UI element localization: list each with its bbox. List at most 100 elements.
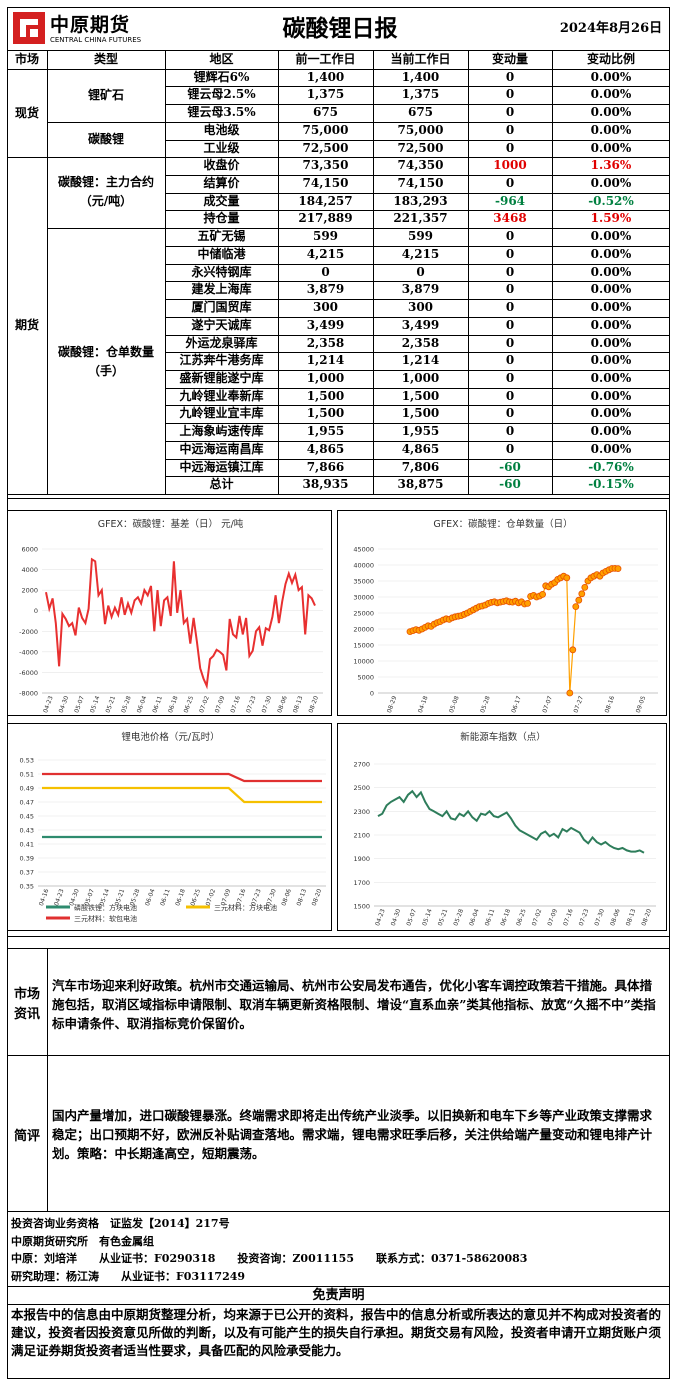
receipts-data-point [524, 600, 532, 607]
chart-nev-index: 新能源车指数（点） 2700 2500 2300 2100 1900 1700 1500 04-… [337, 723, 667, 931]
receipts-data-point [563, 574, 571, 582]
y-tick-label: -6000 [19, 669, 38, 677]
change-value: 0 [505, 300, 515, 315]
row-label: 江苏奔牛港务库 [179, 353, 264, 368]
x-tick-label: 07-09 [546, 908, 559, 927]
column-header: 变动比例 [586, 52, 635, 66]
receipts-data-point [575, 596, 583, 604]
assistant-line: 研究助理：杨江涛 从业证书：F03117249 [11, 1270, 246, 1283]
x-tick-label: 05-21 [437, 908, 450, 927]
x-tick-label: 06-25 [189, 888, 202, 907]
x-tick-label: 07-27 [573, 695, 586, 714]
current-value: 599 [407, 229, 434, 244]
chart-basis: GFEX：碳酸锂：基差（日） 元/吨 6000 4000 2000 0 -2000 -400… [7, 510, 332, 716]
x-tick-label: 08-29 [386, 695, 399, 714]
x-tick-label: 05-07 [73, 695, 86, 714]
row-label: 上海象屿速传库 [179, 424, 264, 439]
x-tick-label: 06-11 [159, 888, 172, 907]
current-value: 1,500 [401, 406, 440, 421]
analyst-line: 中原：刘培洋 从业证书：F0290318 投资咨询：Z0011155 联系方式：… [11, 1252, 528, 1265]
change-value: 0 [505, 246, 515, 261]
x-tick-label: 07-09 [214, 695, 227, 714]
receipts-data-point [539, 591, 547, 598]
x-tick-label: 04-23 [53, 888, 66, 907]
change-pct: 0.00% [590, 441, 632, 456]
x-tick-label: 04-16 [38, 888, 51, 907]
x-tick-label: 09-05 [635, 695, 648, 714]
row-label: 永兴特钢库 [191, 264, 252, 279]
change-pct: 1.36% [590, 158, 632, 173]
x-tick-label: 07-30 [593, 908, 606, 927]
current-value: 74,150 [397, 176, 444, 191]
change-pct: 0.00% [590, 353, 632, 368]
change-pct: 0.00% [590, 176, 632, 191]
prev-value: 4,215 [306, 246, 345, 261]
x-tick-label: 06-25 [183, 695, 196, 714]
x-tick-label: 04-23 [42, 695, 55, 714]
prev-value: 300 [312, 300, 339, 315]
x-tick-label: 05-21 [105, 695, 118, 714]
x-tick-label: 08-06 [609, 908, 622, 927]
prev-value: 184,257 [298, 193, 353, 208]
y-tick-label: 0.51 [20, 771, 34, 779]
current-value: 1,214 [401, 353, 440, 368]
prev-value: 75,000 [302, 122, 349, 137]
y-tick-label: 1700 [353, 879, 370, 887]
x-tick-label: 06-25 [515, 908, 528, 927]
license-line: 投资咨询业务资格 证监发【2014】217号 [11, 1217, 230, 1230]
y-tick-label: 0.53 [20, 757, 34, 765]
commentary-label: 简评 [13, 1129, 40, 1144]
x-tick-label: 08-13 [292, 695, 305, 714]
x-tick-label: 08-16 [604, 695, 617, 714]
change-pct: -0.76% [588, 459, 634, 474]
row-label: 锂辉石6% [193, 69, 250, 84]
receipts-data-point [578, 590, 586, 598]
y-tick-label: 0.45 [20, 813, 34, 821]
x-tick-label: 08-06 [276, 695, 289, 714]
y-tick-label: 6000 [21, 546, 38, 554]
x-tick-label: 04-30 [390, 908, 403, 927]
x-tick-label: 06-04 [136, 695, 149, 714]
commentary-text: 国内产量增加，进口碳酸锂暴涨。终端需求即将走出传统产业淡季。以旧换新和电车下乡等… [52, 1108, 653, 1161]
type-warehouse-receipts: 碳酸锂：仓单数量（手） [57, 345, 154, 379]
change-pct: 1.59% [590, 211, 632, 226]
row-label: 成交量 [203, 193, 240, 208]
row-label: 中储临港 [197, 246, 246, 261]
market-info-label: 市场资讯 [13, 987, 40, 1022]
report-date: 2024年8月26日 [559, 21, 663, 36]
institute-line: 中原期货研究所 有色金属组 [11, 1235, 154, 1248]
change-value: 0 [505, 176, 515, 191]
change-value: 1000 [493, 158, 527, 173]
change-value: -60 [499, 477, 521, 492]
chart-battery-price: 锂电池价格（元/瓦时） 0.53 0.51 0.49 0.47 0.45 0.43 0.41 0… [7, 723, 332, 931]
chart-title: 锂电池价格（元/瓦时） [121, 731, 219, 743]
y-tick-label: 35000 [353, 578, 374, 586]
x-tick-label: 05-28 [452, 908, 465, 927]
current-value: 0 [416, 264, 425, 279]
change-pct: 0.00% [590, 335, 632, 350]
change-value: 0 [505, 140, 515, 155]
current-value: 1,000 [401, 370, 440, 385]
logo-text: 中原期货 [50, 14, 131, 36]
column-header: 地区 [209, 52, 234, 66]
y-tick-label: 5000 [357, 674, 374, 682]
change-pct: 0.00% [590, 122, 632, 137]
y-tick-label: 15000 [353, 642, 374, 650]
row-label: 五矿无锡 [197, 229, 246, 244]
receipts-data-point [614, 565, 622, 572]
battery-series-line [42, 786, 322, 804]
prev-value: 1,214 [306, 353, 345, 368]
chart-warehouse-receipts: GFEX：碳酸锂：仓单数量（日） 45000 40000 35000 30000 2500… [337, 510, 667, 716]
current-value: 1,375 [401, 87, 440, 102]
y-tick-label: 1500 [353, 903, 370, 911]
change-pct: 0.00% [590, 140, 632, 155]
change-pct: 0.00% [590, 282, 632, 297]
x-tick-label: 05-28 [120, 695, 133, 714]
chart-title: GFEX：碳酸锂：基差（日） 元/吨 [98, 518, 244, 530]
y-tick-label: 30000 [353, 594, 374, 602]
y-tick-label: 2700 [353, 761, 370, 769]
current-value: 2,358 [401, 335, 440, 350]
row-label: 总计 [209, 477, 234, 492]
legend-label: 三元材料：软包电池 [74, 914, 137, 923]
y-tick-label: -2000 [19, 628, 38, 636]
